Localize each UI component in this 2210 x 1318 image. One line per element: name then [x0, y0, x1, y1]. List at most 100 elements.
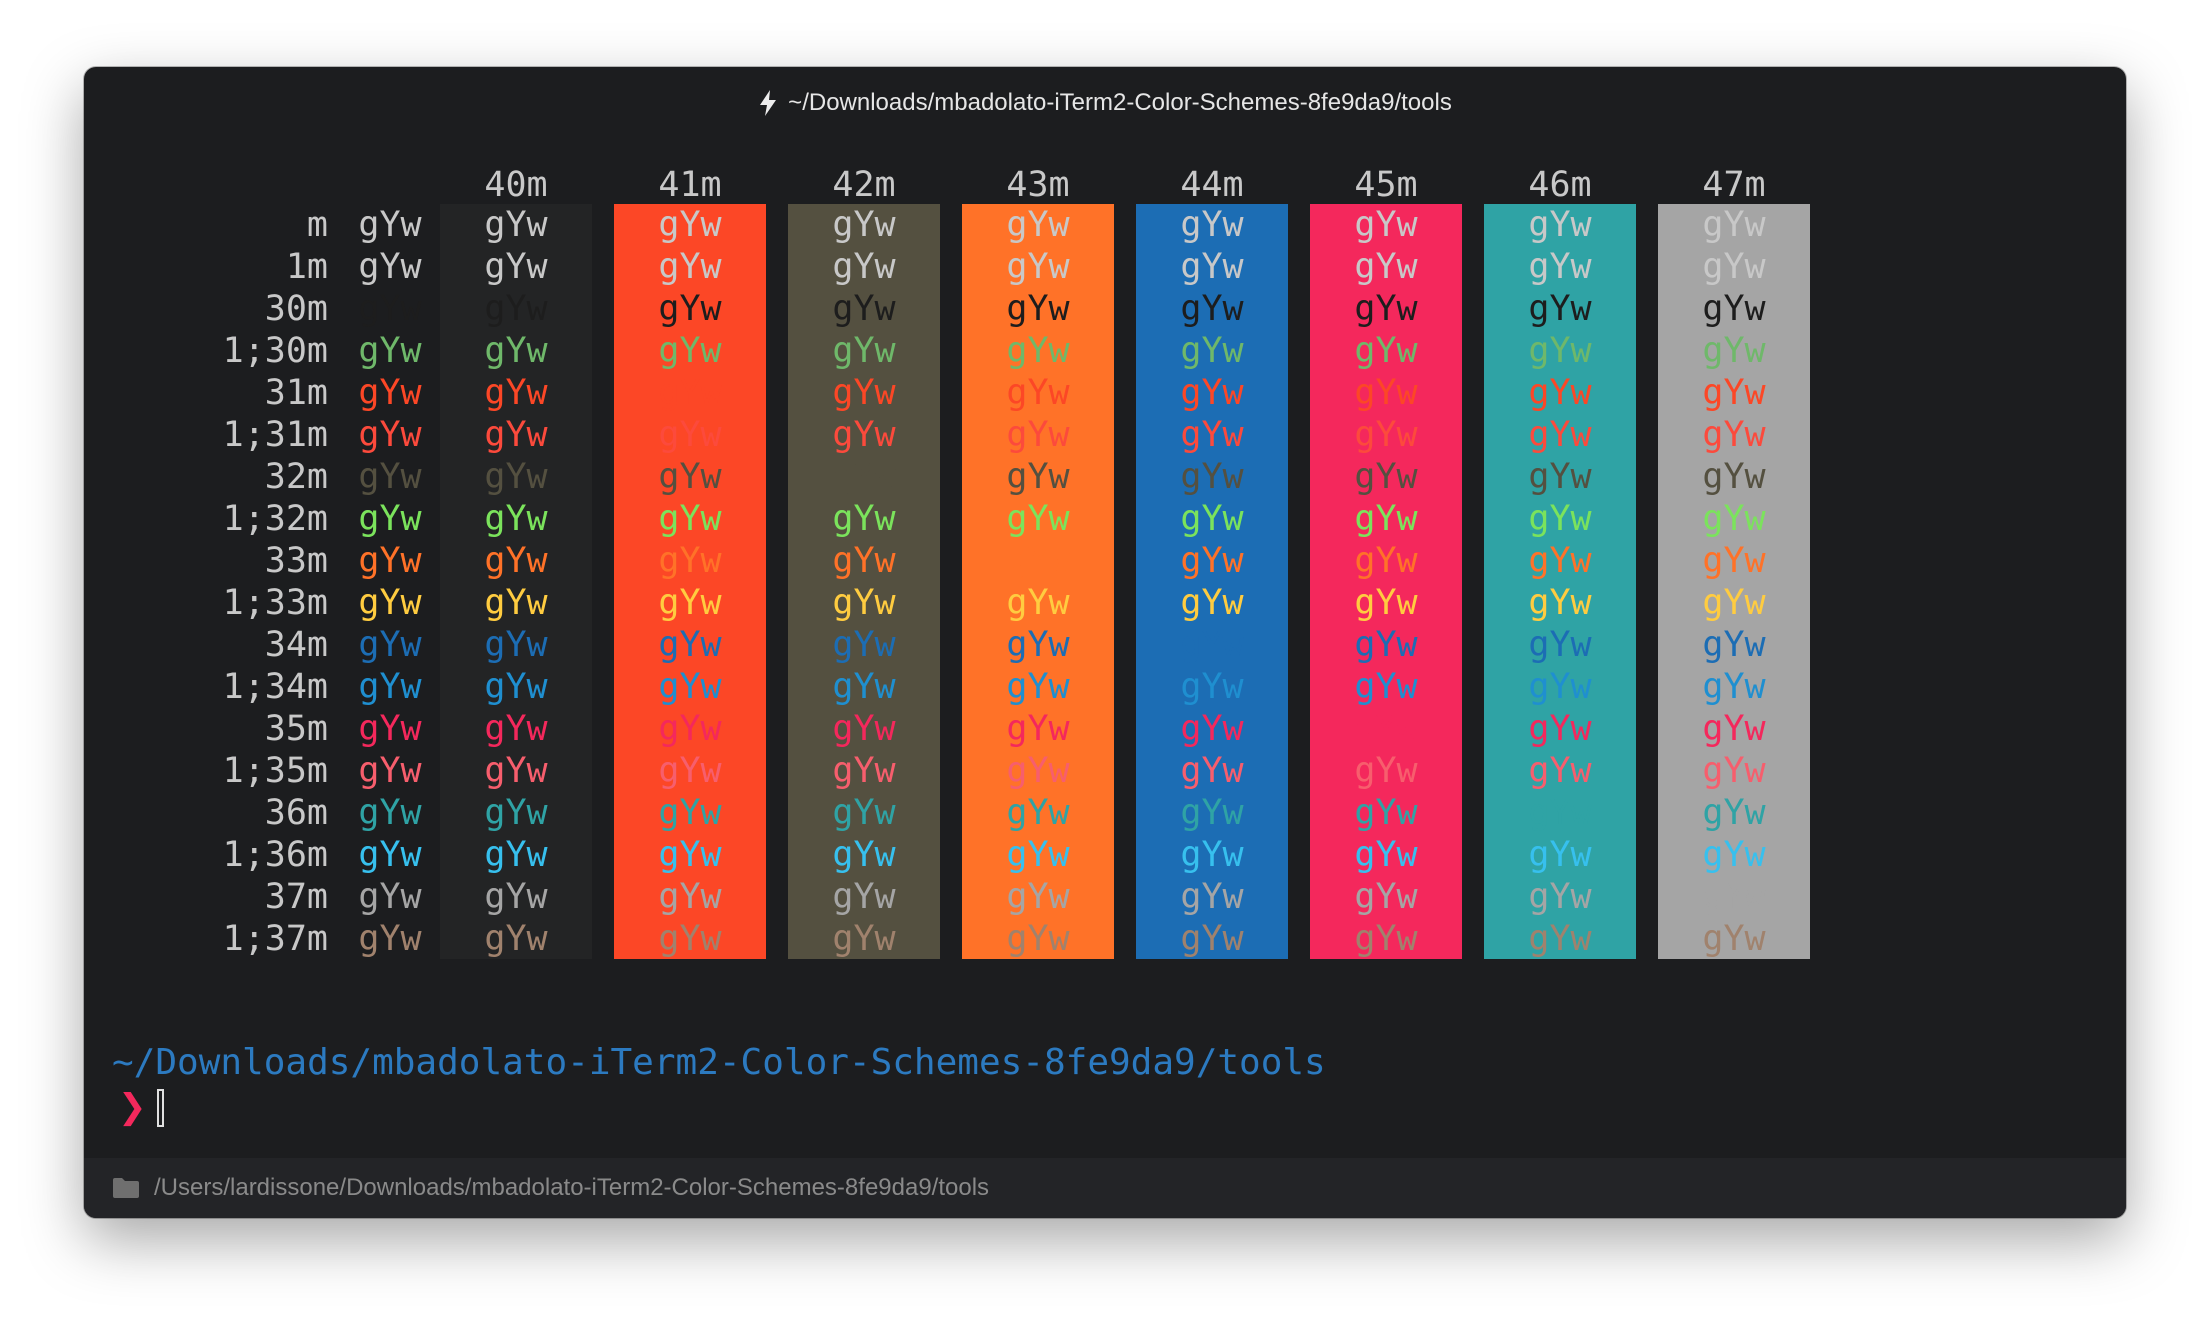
sample-cell: gYw [1528, 205, 1592, 245]
sample-cell: gYw [484, 709, 548, 749]
sample-cell: gYw [832, 541, 896, 581]
status-bar: /Users/lardissone/Downloads/mbadolato-iT… [84, 1158, 2126, 1218]
sample-cell: gYw [1528, 583, 1592, 623]
sample-cell: gYw [1528, 835, 1592, 875]
sample-cell: gYw [658, 289, 722, 329]
sample-cell: gYw [832, 919, 896, 959]
row-label: 1;36m [222, 835, 328, 875]
sample-cell: gYw [1354, 499, 1418, 539]
sample-cell: gYw [1702, 919, 1766, 959]
sample-cell: gYw [358, 373, 422, 413]
sample-cell: gYw [832, 499, 896, 539]
row-label: 1;34m [222, 667, 328, 707]
sample-cell: gYw [658, 835, 722, 875]
sample-cell: gYw [1180, 751, 1244, 791]
sample-cell: gYw [484, 877, 548, 917]
sample-cell: gYw [1528, 373, 1592, 413]
sample-cell: gYw [658, 751, 722, 791]
sample-cell: gYw [1702, 625, 1766, 665]
sample-cell: gYw [1180, 205, 1244, 245]
window-title: ~/Downloads/mbadolato-iTerm2-Color-Schem… [788, 89, 1452, 116]
sample-cell: gYw [1528, 751, 1592, 791]
sample-cell: gYw [358, 751, 422, 791]
sample-cell: gYw [1006, 793, 1070, 833]
sample-cell: gYw [484, 541, 548, 581]
sample-cell: gYw [484, 247, 548, 287]
sample-cell: gYw [1702, 499, 1766, 539]
sample-cell: gYw [658, 541, 722, 581]
row-label: 1;31m [222, 415, 328, 455]
sample-cell: gYw [1354, 793, 1418, 833]
sample-cell: gYw [1180, 415, 1244, 455]
terminal-content[interactable]: 40m 41m 42m 43m 44m 45m 46m 47m m gYw gYw gYw gYw gYw… [84, 67, 2126, 1218]
row-label: m [306, 205, 328, 245]
sample-cell: gYw [832, 247, 896, 287]
row-label: 1;30m [222, 331, 328, 371]
sample-cell: gYw [1354, 205, 1418, 245]
sample-cell: gYw [1006, 415, 1070, 455]
bg-column-45m [1310, 204, 1462, 959]
sample-cell: gYw [658, 499, 722, 539]
sample-cell: gYw [832, 709, 896, 749]
sample-cell: gYw [832, 793, 896, 833]
sample-cell: gYw [658, 247, 722, 287]
sample-cell: gYw [832, 583, 896, 623]
sample-cell: gYw [358, 541, 422, 581]
sample-cell: gYw [1354, 919, 1418, 959]
bg-column-43m [962, 204, 1114, 959]
sample-cell: gYw [832, 751, 896, 791]
sample-cell: gYw [1006, 919, 1070, 959]
column-header: 45m [1354, 165, 1418, 205]
sample-cell: gYw [1528, 415, 1592, 455]
sample-cell: gYw [1702, 667, 1766, 707]
sample-cell: gYw [1006, 541, 1070, 581]
sample-cell: gYw [832, 415, 896, 455]
sample-cell: gYw [658, 877, 722, 917]
sample-cell: gYw [1006, 709, 1070, 749]
sample-cell: gYw [1006, 583, 1070, 623]
bg-column-41m [614, 204, 766, 959]
title-bar: ~/Downloads/mbadolato-iTerm2-Color-Schem… [84, 67, 2126, 139]
sample-cell: gYw [1354, 667, 1418, 707]
sample-cell: gYw [1180, 331, 1244, 371]
sample-cell: gYw [1006, 625, 1070, 665]
sample-cell: gYw [658, 415, 722, 455]
row-label: 36m [264, 793, 328, 833]
row-label: 33m [264, 541, 328, 581]
sample-cell: gYw [358, 835, 422, 875]
column-header: 46m [1528, 165, 1592, 205]
sample-cell: gYw [1354, 583, 1418, 623]
sample-cell: gYw [1528, 667, 1592, 707]
row-label: 35m [264, 709, 328, 749]
sample-cell: gYw [1702, 793, 1766, 833]
row-label: 1;37m [222, 919, 328, 959]
sample-cell: gYw [1528, 919, 1592, 959]
sample-cell: gYw [1354, 625, 1418, 665]
sample-cell: gYw [358, 625, 422, 665]
sample-cell: gYw [1702, 247, 1766, 287]
sample-cell: gYw [1180, 583, 1244, 623]
sample-cell: gYw [832, 373, 896, 413]
sample-cell: gYw [484, 835, 548, 875]
sample-cell: gYw [484, 499, 548, 539]
row-label: 34m [264, 625, 328, 665]
sample-cell: gYw [658, 205, 722, 245]
sample-cell: gYw [1006, 247, 1070, 287]
sample-cell: gYw [1354, 331, 1418, 371]
row-label: 1;35m [222, 751, 328, 791]
sample-cell: gYw [1528, 709, 1592, 749]
sample-cell: gYw [1702, 331, 1766, 371]
bg-column-40m [440, 204, 592, 959]
sample-cell: gYw [832, 835, 896, 875]
sample-cell: gYw [1702, 373, 1766, 413]
sample-cell: gYw [1180, 625, 1244, 665]
sample-cell: gYw [1702, 877, 1766, 917]
folder-icon [112, 1177, 140, 1199]
terminal-window: ~/Downloads/mbadolato-iTerm2-Color-Schem… [84, 67, 2126, 1218]
text-cursor [157, 1089, 164, 1127]
sample-cell: gYw [1006, 877, 1070, 917]
sample-cell: gYw [1528, 877, 1592, 917]
sample-cell: gYw [1006, 835, 1070, 875]
sample-cell: gYw [484, 331, 548, 371]
column-header: 47m [1702, 165, 1766, 205]
